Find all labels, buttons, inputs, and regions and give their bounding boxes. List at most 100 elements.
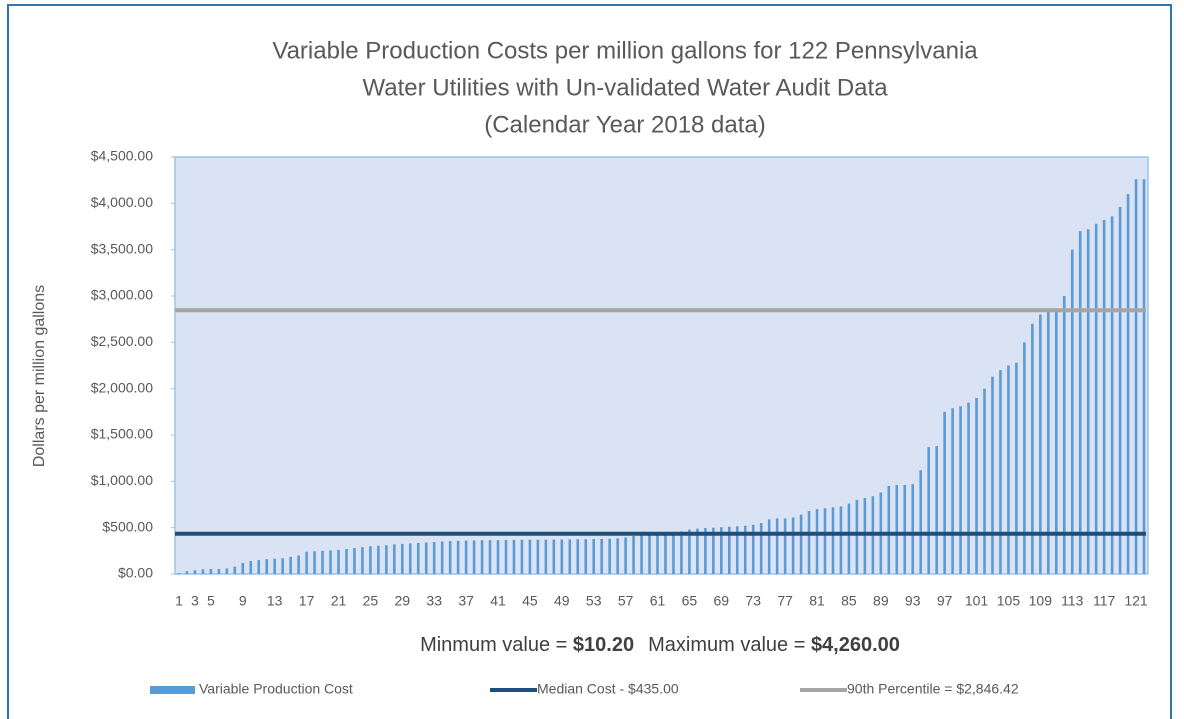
x-tick-label: 61: [650, 593, 666, 609]
bar: [999, 370, 1002, 574]
x-tick-label: 53: [586, 593, 602, 609]
bar: [664, 533, 667, 574]
bar: [991, 376, 994, 574]
bar: [863, 498, 867, 574]
bar: [791, 517, 795, 574]
bar: [727, 526, 731, 574]
bar: [967, 402, 970, 574]
x-tick-label: 97: [937, 593, 953, 609]
bar: [321, 550, 324, 574]
bar: [608, 538, 611, 574]
legend-label: 90th Percentile = $2,846.42: [847, 681, 1019, 697]
bar: [1054, 310, 1058, 574]
bar: [887, 485, 891, 574]
bar: [1039, 314, 1042, 574]
bar: [273, 558, 276, 574]
x-tick-label: 17: [299, 593, 315, 609]
bar: [1078, 231, 1082, 574]
bar: [496, 540, 500, 574]
bar: [1094, 223, 1098, 574]
x-tick-label: 93: [905, 593, 921, 609]
bar: [951, 408, 954, 574]
chart-title: Water Utilities with Un-validated Water …: [362, 74, 888, 101]
y-tick-label: $0.00: [118, 565, 153, 581]
bar: [504, 539, 508, 574]
bar: [783, 518, 787, 574]
chart-title: (Calendar Year 2018 data): [484, 111, 766, 138]
bar: [1142, 179, 1146, 575]
y-tick-label: $2,000.00: [91, 379, 153, 395]
bar: [584, 539, 588, 574]
bar: [544, 539, 548, 574]
y-tick-label: $4,000.00: [91, 194, 153, 210]
bar: [1118, 207, 1122, 575]
bar: [225, 568, 229, 574]
bar: [337, 549, 340, 574]
x-tick-label: 85: [841, 593, 857, 609]
bar: [839, 506, 843, 574]
legend-label: Median Cost - $435.00: [537, 681, 679, 697]
bar: [775, 518, 779, 574]
bar: [464, 540, 468, 574]
bar: [592, 539, 596, 574]
x-tick-label: 49: [554, 593, 570, 609]
x-tick-label: 69: [714, 593, 730, 609]
bar: [767, 519, 771, 574]
bar: [241, 562, 245, 574]
bar: [488, 540, 492, 574]
bar: [943, 411, 946, 574]
bar: [600, 538, 603, 574]
bar: [560, 539, 564, 574]
bar: [576, 539, 580, 574]
bar: [823, 508, 827, 574]
x-tick-label: 113: [1061, 593, 1084, 609]
bar: [329, 550, 332, 574]
bar: [656, 534, 659, 574]
annotation: Minmum value = $10.20 Maximum value = $4,…: [420, 634, 900, 656]
y-tick-label: $3,000.00: [91, 287, 153, 303]
bar: [408, 543, 412, 574]
bar: [720, 527, 723, 574]
bar: [743, 525, 747, 574]
bar: [480, 540, 484, 574]
bar: [1007, 365, 1010, 574]
bar: [735, 526, 739, 574]
y-tick-label: $500.00: [102, 518, 153, 534]
x-tick-label: 1: [175, 593, 183, 609]
bar: [416, 542, 420, 574]
x-tick-label: 5: [207, 593, 215, 609]
x-tick-label: 117: [1093, 593, 1116, 609]
bar: [807, 510, 811, 574]
bar: [297, 555, 300, 574]
x-tick-label: 57: [618, 593, 634, 609]
bar: [799, 514, 803, 574]
bar: [440, 541, 444, 574]
bar: [1102, 220, 1106, 574]
bar: [377, 545, 380, 574]
bar: [1062, 296, 1066, 574]
bar: [385, 545, 388, 574]
y-axis-label: Dollars per million gallons: [31, 285, 48, 467]
bar: [353, 548, 356, 574]
bar: [911, 484, 915, 574]
bar: [400, 543, 404, 574]
bar: [249, 561, 253, 574]
chart-title: Variable Production Costs per million ga…: [272, 37, 978, 64]
bar: [233, 566, 237, 574]
bar: [257, 560, 261, 574]
x-tick-label: 33: [426, 593, 442, 609]
y-tick-label: $1,500.00: [91, 426, 153, 442]
y-tick-label: $4,500.00: [91, 148, 153, 164]
bar: [815, 509, 819, 574]
bar: [959, 406, 962, 574]
x-tick-label: 9: [239, 593, 247, 609]
bar: [345, 548, 348, 574]
bar: [265, 559, 269, 574]
bar: [648, 534, 651, 574]
bar: [903, 485, 907, 574]
bar: [1126, 194, 1130, 575]
bar: [927, 447, 930, 574]
x-tick-label: 89: [873, 593, 889, 609]
bar: [751, 524, 755, 574]
